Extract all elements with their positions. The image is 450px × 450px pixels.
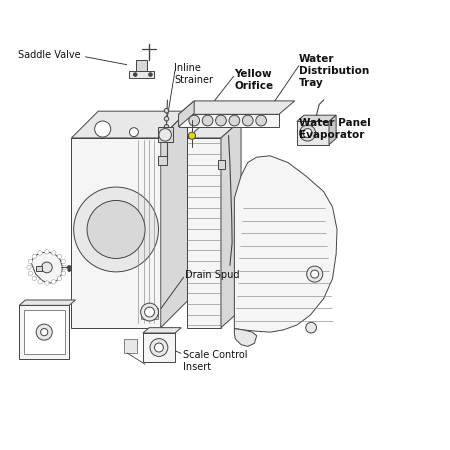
Circle shape [150, 338, 168, 356]
Polygon shape [19, 306, 69, 359]
Circle shape [61, 271, 66, 275]
Text: Saddle Valve: Saddle Valve [18, 50, 81, 59]
Circle shape [40, 328, 48, 336]
Circle shape [32, 254, 36, 259]
Circle shape [164, 125, 169, 129]
Polygon shape [124, 339, 138, 353]
Circle shape [45, 281, 49, 285]
Circle shape [27, 265, 31, 270]
Polygon shape [234, 328, 256, 346]
Circle shape [164, 108, 169, 113]
Circle shape [41, 262, 52, 273]
Circle shape [32, 276, 36, 281]
Circle shape [229, 115, 240, 126]
Polygon shape [24, 310, 65, 355]
Circle shape [57, 276, 62, 281]
Polygon shape [297, 115, 336, 122]
Polygon shape [158, 156, 166, 165]
Circle shape [63, 265, 67, 270]
Polygon shape [31, 252, 63, 283]
Polygon shape [72, 138, 161, 328]
Circle shape [134, 73, 137, 77]
Polygon shape [188, 138, 221, 328]
Circle shape [140, 303, 158, 321]
Text: Inline
Strainer: Inline Strainer [174, 63, 213, 86]
Circle shape [189, 132, 196, 140]
Circle shape [154, 343, 163, 352]
Polygon shape [221, 120, 241, 328]
Text: Scale Control
Insert: Scale Control Insert [183, 350, 248, 372]
Polygon shape [136, 60, 147, 71]
Polygon shape [161, 111, 188, 328]
Circle shape [28, 271, 32, 275]
Circle shape [159, 129, 171, 141]
Polygon shape [179, 101, 295, 114]
Polygon shape [329, 115, 336, 144]
Circle shape [94, 121, 111, 137]
Text: Water Panel
Evaporator: Water Panel Evaporator [299, 118, 371, 140]
Polygon shape [188, 120, 241, 138]
Polygon shape [19, 300, 76, 306]
Circle shape [164, 117, 169, 121]
Circle shape [148, 73, 152, 77]
Circle shape [36, 324, 52, 340]
Circle shape [216, 115, 226, 126]
Circle shape [300, 125, 315, 141]
Circle shape [87, 200, 145, 258]
Polygon shape [36, 266, 41, 270]
Circle shape [202, 115, 213, 126]
Circle shape [303, 129, 312, 138]
Circle shape [28, 259, 32, 264]
Circle shape [130, 128, 139, 137]
Circle shape [38, 251, 42, 255]
Circle shape [189, 115, 199, 126]
Polygon shape [140, 308, 158, 319]
Circle shape [45, 250, 49, 254]
Circle shape [68, 266, 71, 269]
Text: Yellow
Orifice: Yellow Orifice [234, 69, 274, 91]
Polygon shape [143, 328, 181, 333]
Text: Water
Distribution
Tray: Water Distribution Tray [299, 54, 369, 89]
Polygon shape [218, 160, 225, 169]
Polygon shape [234, 156, 337, 332]
Circle shape [306, 322, 316, 333]
Circle shape [310, 270, 319, 278]
Polygon shape [158, 127, 173, 142]
Polygon shape [72, 111, 188, 138]
Circle shape [61, 259, 66, 264]
Circle shape [74, 187, 158, 272]
Circle shape [38, 279, 42, 284]
Circle shape [51, 251, 56, 255]
Polygon shape [297, 122, 329, 144]
Circle shape [68, 269, 71, 271]
Circle shape [51, 279, 56, 284]
Text: Drain Spud: Drain Spud [185, 270, 240, 280]
Polygon shape [143, 333, 175, 362]
Polygon shape [179, 114, 279, 127]
Circle shape [306, 266, 323, 282]
Circle shape [57, 254, 62, 259]
Circle shape [256, 115, 266, 126]
Circle shape [144, 307, 154, 317]
Polygon shape [179, 101, 194, 127]
Polygon shape [130, 71, 154, 78]
Circle shape [243, 115, 253, 126]
